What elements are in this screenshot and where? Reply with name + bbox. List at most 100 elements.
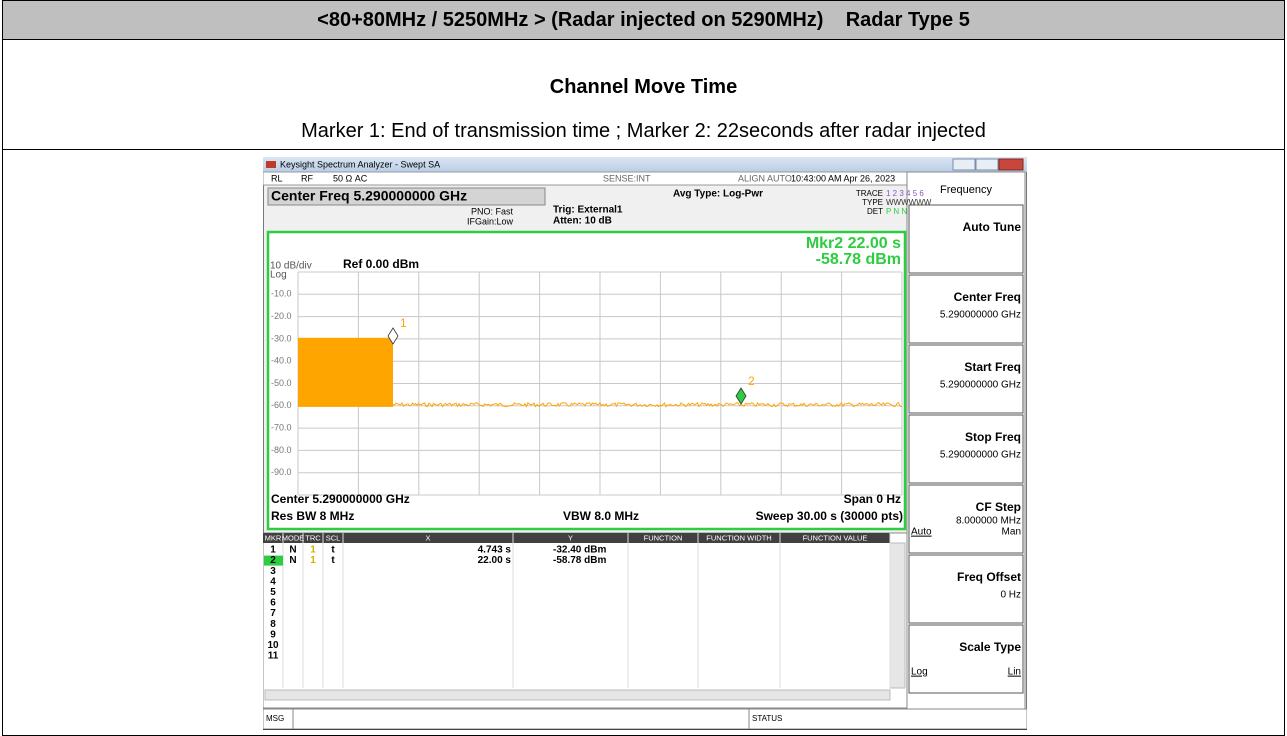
reference-level: Ref 0.00 dBm bbox=[343, 257, 419, 271]
title: <80+80MHz / 5250MHz > (Radar injected on… bbox=[317, 9, 970, 31]
table-cell: 2 bbox=[270, 555, 276, 566]
center-label: Center 5.290000000 GHz bbox=[271, 492, 410, 506]
softkey-option: Auto bbox=[911, 527, 932, 538]
softkey-value: 0 Hz bbox=[1000, 590, 1021, 601]
table-cell: t bbox=[331, 555, 335, 566]
status-item: 10:43:00 AM Apr 26, 2023 bbox=[791, 173, 895, 183]
center-freq-box bbox=[267, 187, 546, 206]
message-bar bbox=[263, 708, 1027, 730]
marker-table-header bbox=[263, 533, 890, 543]
table-cell: 1 bbox=[310, 555, 316, 566]
title-bar bbox=[263, 157, 1027, 172]
softkey-label: Stop Freq bbox=[965, 430, 1021, 444]
trigger: Trig: External1 bbox=[553, 205, 623, 216]
status-item: RF bbox=[301, 173, 313, 183]
subtitle: Channel Move Time bbox=[549, 76, 738, 98]
ifgain: IFGain:Low bbox=[467, 216, 514, 226]
marker-2 bbox=[735, 387, 747, 405]
trace-line bbox=[392, 401, 902, 408]
caption-row: Channel Move Time Marker 1: End of trans… bbox=[3, 40, 1284, 150]
table-cell: 10 bbox=[267, 640, 279, 651]
window-title: Keysight Spectrum Analyzer - Swept SA bbox=[280, 159, 440, 169]
status-label: STATUS bbox=[752, 714, 782, 723]
column-header: TRC bbox=[305, 533, 321, 542]
softkey[interactable] bbox=[908, 274, 1024, 344]
softkey[interactable] bbox=[908, 624, 1024, 694]
table-cell: 7 bbox=[270, 608, 276, 619]
close-button[interactable] bbox=[998, 158, 1024, 171]
status-item: ALIGN AUTO bbox=[738, 173, 792, 183]
span-label: Span 0 Hz bbox=[844, 492, 901, 506]
restore-button[interactable] bbox=[975, 158, 999, 171]
table-cell: 4.743 s bbox=[478, 545, 512, 556]
column-header: FUNCTION VALUE bbox=[803, 533, 868, 542]
softkey-label: Start Freq bbox=[964, 360, 1021, 374]
softkey-label: Freq Offset bbox=[957, 570, 1021, 584]
trace-value: WWWWWW bbox=[886, 198, 932, 207]
softkey-option: Man bbox=[1002, 527, 1021, 538]
vertical-scrollbar[interactable] bbox=[889, 542, 906, 689]
softkey-label: Center Freq bbox=[954, 290, 1021, 304]
column-header: X bbox=[425, 533, 430, 542]
note: Marker 1: End of transmission time ; Mar… bbox=[301, 120, 986, 142]
y-tick-label: -30.0 bbox=[271, 333, 292, 343]
softkey-menu-title: Frequency bbox=[940, 184, 992, 196]
softkey[interactable] bbox=[908, 344, 1024, 414]
column-header: FUNCTION WIDTH bbox=[706, 533, 771, 542]
status-item: RL bbox=[271, 173, 283, 183]
table-cell: N bbox=[289, 555, 296, 566]
scale: 10 dB/div bbox=[270, 261, 312, 272]
softkey-label: Auto Tune bbox=[963, 220, 1022, 234]
table-cell: 22.00 s bbox=[478, 555, 512, 566]
marker-label: 2 bbox=[748, 374, 755, 388]
y-tick-label: -80.0 bbox=[271, 445, 292, 455]
trace-burst bbox=[298, 337, 393, 407]
vbw-label: VBW 8.0 MHz bbox=[563, 509, 639, 523]
marker-label: 1 bbox=[400, 316, 407, 330]
y-tick-label: -50.0 bbox=[271, 378, 292, 388]
y-tick-label: -20.0 bbox=[271, 311, 292, 321]
table-cell: 8 bbox=[270, 619, 276, 630]
softkey-option: Lin bbox=[1008, 667, 1021, 678]
softkey-label: CF Step bbox=[976, 500, 1021, 514]
marker-readout: -58.78 dBm bbox=[816, 251, 901, 268]
softkey-value: 5.290000000 GHz bbox=[940, 450, 1021, 461]
center-freq: Center Freq 5.290000000 GHz bbox=[271, 188, 467, 204]
column-header: Y bbox=[568, 533, 573, 542]
marker-1 bbox=[387, 327, 399, 345]
marker-table-frame bbox=[263, 532, 908, 709]
marker-readout: Mkr2 22.00 s bbox=[806, 235, 901, 252]
msg-label: MSG bbox=[266, 714, 284, 723]
y-tick-label: -10.0 bbox=[271, 289, 292, 299]
column-header: MKR bbox=[265, 533, 282, 542]
softkey[interactable] bbox=[908, 554, 1024, 624]
sweep-label: Sweep 30.00 s (30000 pts) bbox=[756, 509, 903, 523]
horizontal-scrollbar[interactable] bbox=[264, 689, 891, 701]
status-item: 50 Ω AC bbox=[333, 173, 368, 183]
softkey-label: Scale Type bbox=[959, 640, 1021, 654]
table-cell: 9 bbox=[270, 629, 276, 640]
table-cell: 1 bbox=[310, 545, 316, 556]
title-row: <80+80MHz / 5250MHz > (Radar injected on… bbox=[3, 1, 1284, 40]
table-cell: N bbox=[289, 545, 296, 556]
softkey[interactable] bbox=[908, 204, 1024, 274]
rbw-label: Res BW 8 MHz bbox=[271, 509, 354, 523]
y-tick-label: -70.0 bbox=[271, 422, 292, 432]
table-cell: 1 bbox=[270, 545, 276, 556]
table-cell: 3 bbox=[270, 566, 276, 577]
softkey[interactable] bbox=[908, 484, 1024, 554]
table-cell: 11 bbox=[268, 651, 279, 662]
softkey-option: Log bbox=[911, 667, 928, 678]
y-tick-label: -90.0 bbox=[271, 467, 292, 477]
minimize-button[interactable] bbox=[952, 158, 976, 171]
softkey-value: 5.290000000 GHz bbox=[940, 380, 1021, 391]
column-header: FUNCTION bbox=[644, 533, 683, 542]
table-cell: t bbox=[331, 545, 335, 556]
log-label: Log bbox=[270, 270, 287, 281]
pno: PNO: Fast bbox=[471, 206, 514, 216]
app-icon bbox=[266, 161, 276, 168]
softkey[interactable] bbox=[908, 414, 1024, 484]
table-cell: -32.40 dBm bbox=[553, 545, 606, 556]
column-header: SCL bbox=[326, 533, 341, 542]
